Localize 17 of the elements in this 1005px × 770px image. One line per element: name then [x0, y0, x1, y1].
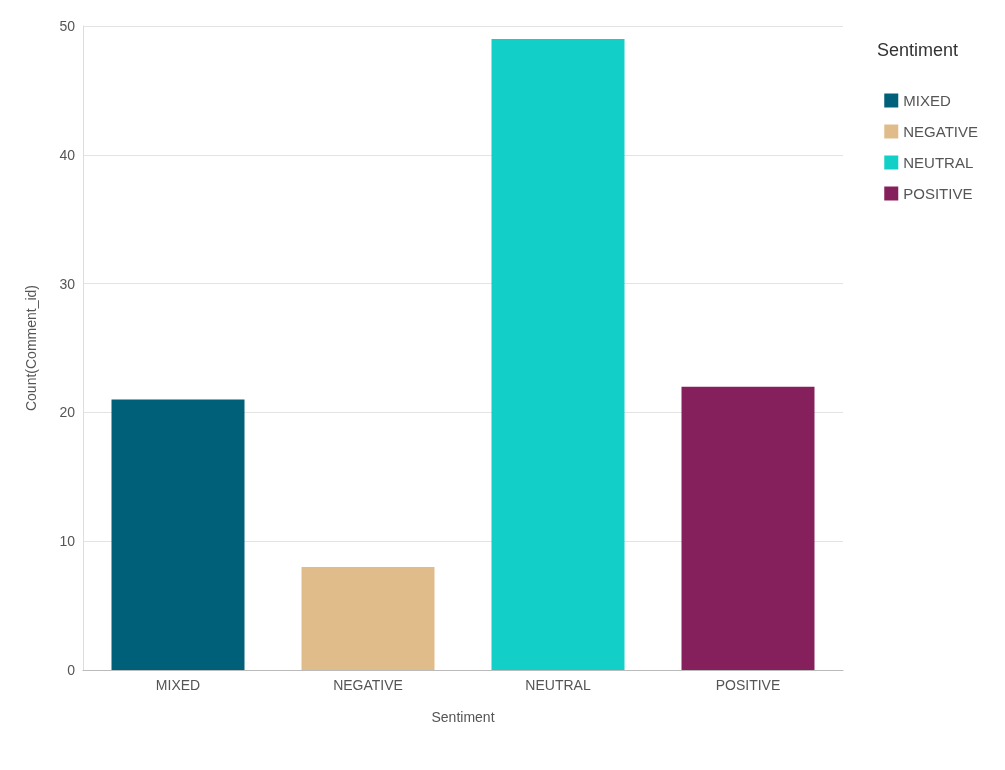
legend-label: MIXED — [903, 92, 951, 109]
legend-label: NEGATIVE — [903, 123, 979, 140]
x-tick-label: NEUTRAL — [525, 677, 591, 693]
legend-title: Sentiment — [876, 40, 958, 60]
y-tick-label: 30 — [59, 275, 76, 292]
y-tick-label: 40 — [59, 146, 76, 163]
x-tick-label: MIXED — [155, 677, 201, 693]
y-tick-label: 20 — [59, 404, 76, 421]
y-tick-label: 10 — [59, 533, 76, 550]
x-tick-label: POSITIVE — [715, 677, 781, 693]
legend-label: POSITIVE — [903, 185, 973, 202]
y-axis-title: Count(Comment_id) — [23, 284, 39, 412]
legend-label: NEUTRAL — [903, 154, 974, 171]
x-tick-label: NEGATIVE — [333, 677, 403, 693]
y-tick-label: 0 — [67, 662, 76, 678]
x-axis-title: Sentiment — [431, 709, 495, 725]
y-tick-label: 50 — [59, 18, 76, 34]
